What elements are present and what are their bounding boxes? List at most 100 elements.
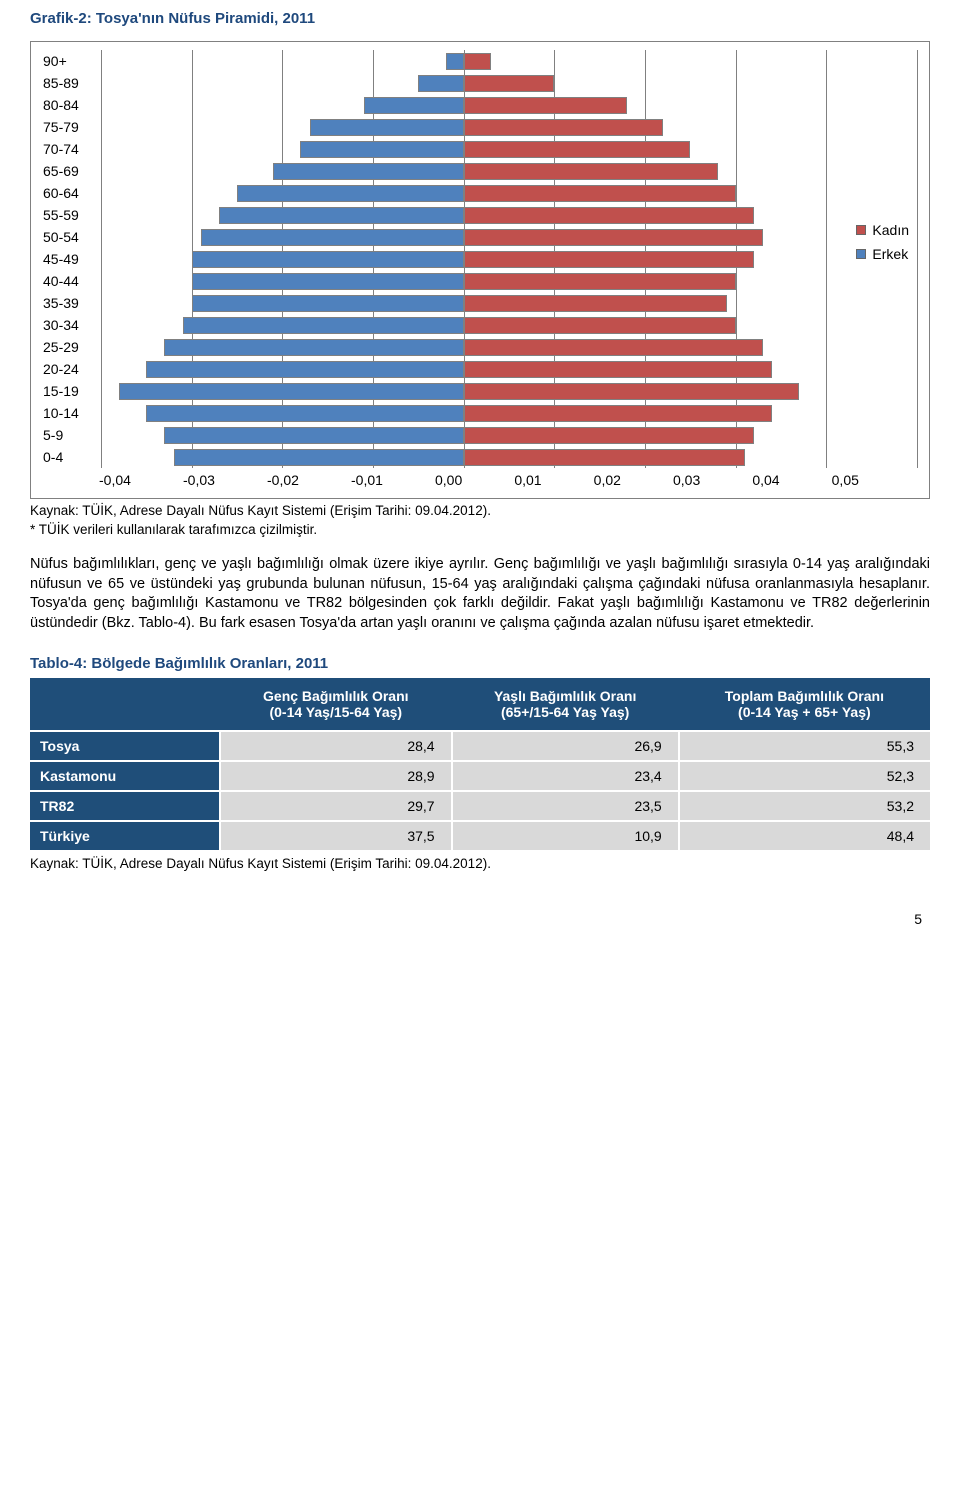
- bar-row: [101, 270, 917, 292]
- table-col-2: Yaşlı Bağımlılık Oranı(65+/15-64 Yaş Yaş…: [452, 678, 679, 731]
- male-bar: [273, 163, 463, 180]
- male-bar: [164, 339, 463, 356]
- table-row-label: Tosya: [30, 731, 220, 761]
- x-axis-label: 0,01: [514, 472, 541, 488]
- dependency-table: Genç Bağımlılık Oranı(0-14 Yaş/15-64 Yaş…: [30, 678, 930, 852]
- female-bar: [464, 53, 491, 70]
- bar-row: [101, 358, 917, 380]
- y-axis-label: 55-59: [43, 204, 91, 226]
- table-row: TR8229,723,553,2: [30, 791, 930, 821]
- bar-row: [101, 72, 917, 94]
- chart-source-note: * TÜİK verileri kullanılarak tarafımızca…: [30, 522, 930, 537]
- female-bar: [464, 75, 555, 92]
- table-source: Kaynak: TÜİK, Adrese Dayalı Nüfus Kayıt …: [30, 856, 930, 871]
- x-axis-label: -0,01: [351, 472, 383, 488]
- male-bar: [219, 207, 464, 224]
- male-bar: [418, 75, 463, 92]
- table-col-3: Toplam Bağımlılık Oranı(0-14 Yaş + 65+ Y…: [679, 678, 930, 731]
- male-bar: [237, 185, 464, 202]
- table-cell: 23,5: [452, 791, 679, 821]
- y-axis-label: 25-29: [43, 336, 91, 358]
- female-bar: [464, 207, 754, 224]
- bar-row: [101, 446, 917, 468]
- female-bar: [464, 251, 754, 268]
- table-title: Tablo-4: Bölgede Bağımlılık Oranları, 20…: [30, 655, 930, 672]
- x-axis-label: 0,05: [832, 472, 859, 488]
- y-axis-labels: 90+85-8980-8475-7970-7465-6960-6455-5950…: [43, 50, 101, 468]
- table-row: Kastamonu28,923,452,3: [30, 761, 930, 791]
- y-axis-label: 50-54: [43, 226, 91, 248]
- table-corner: [30, 678, 220, 731]
- female-bar: [464, 273, 736, 290]
- bar-row: [101, 248, 917, 270]
- male-bar: [192, 273, 464, 290]
- male-bar: [310, 119, 464, 136]
- table-row-label: Kastamonu: [30, 761, 220, 791]
- y-axis-label: 10-14: [43, 402, 91, 424]
- bar-row: [101, 160, 917, 182]
- male-bar: [146, 361, 463, 378]
- bar-row: [101, 314, 917, 336]
- y-axis-label: 80-84: [43, 94, 91, 116]
- y-axis-label: 60-64: [43, 182, 91, 204]
- y-axis-label: 45-49: [43, 248, 91, 270]
- page-number: 5: [30, 911, 930, 927]
- female-bar: [464, 97, 627, 114]
- female-bar: [464, 229, 763, 246]
- male-bar: [164, 427, 463, 444]
- x-axis-label: 0,02: [594, 472, 621, 488]
- female-bar: [464, 119, 663, 136]
- chart-source: Kaynak: TÜİK, Adrese Dayalı Nüfus Kayıt …: [30, 503, 930, 518]
- female-bar: [464, 141, 691, 158]
- bar-row: [101, 138, 917, 160]
- male-bar: [446, 53, 464, 70]
- y-axis-label: 0-4: [43, 446, 91, 468]
- body-paragraph: Nüfus bağımlılıkları, genç ve yaşlı bağı…: [30, 555, 930, 633]
- table-cell: 28,4: [220, 731, 452, 761]
- table-row-label: Türkiye: [30, 821, 220, 851]
- y-axis-label: 70-74: [43, 138, 91, 160]
- female-bar: [464, 185, 736, 202]
- table-cell: 26,9: [452, 731, 679, 761]
- y-axis-label: 5-9: [43, 424, 91, 446]
- table-cell: 29,7: [220, 791, 452, 821]
- table-row: Tosya28,426,955,3: [30, 731, 930, 761]
- female-bar: [464, 427, 754, 444]
- y-axis-label: 20-24: [43, 358, 91, 380]
- male-bar: [174, 449, 464, 466]
- female-bar: [464, 405, 772, 422]
- y-axis-label: 90+: [43, 50, 91, 72]
- male-bar: [300, 141, 463, 158]
- bar-row: [101, 336, 917, 358]
- male-bar: [364, 97, 464, 114]
- x-axis-label: -0,04: [99, 472, 131, 488]
- x-axis-label: 0,00: [435, 472, 462, 488]
- x-axis-labels: -0,04-0,03-0,02-0,010,000,010,020,030,04…: [31, 468, 929, 498]
- table-cell: 53,2: [679, 791, 930, 821]
- table-col-1: Genç Bağımlılık Oranı(0-14 Yaş/15-64 Yaş…: [220, 678, 452, 731]
- female-bar: [464, 317, 736, 334]
- bar-row: [101, 380, 917, 402]
- table-cell: 10,9: [452, 821, 679, 851]
- female-bar: [464, 163, 718, 180]
- male-bar: [192, 251, 464, 268]
- y-axis-label: 65-69: [43, 160, 91, 182]
- table-row: Türkiye37,510,948,4: [30, 821, 930, 851]
- bar-row: [101, 424, 917, 446]
- table-cell: 55,3: [679, 731, 930, 761]
- bar-row: [101, 226, 917, 248]
- table-cell: 52,3: [679, 761, 930, 791]
- bar-row: [101, 50, 917, 72]
- male-bar: [183, 317, 464, 334]
- x-axis-label: 0,04: [752, 472, 779, 488]
- y-axis-label: 40-44: [43, 270, 91, 292]
- y-axis-label: 15-19: [43, 380, 91, 402]
- bar-row: [101, 116, 917, 138]
- chart-bars-area: [101, 50, 917, 468]
- x-axis-label: -0,02: [267, 472, 299, 488]
- table-cell: 48,4: [679, 821, 930, 851]
- chart-title: Grafik-2: Tosya'nın Nüfus Piramidi, 2011: [30, 10, 930, 27]
- bar-row: [101, 204, 917, 226]
- x-axis-label: 0,03: [673, 472, 700, 488]
- population-pyramid-chart: Kadın Erkek 90+85-8980-8475-7970-7465-69…: [30, 41, 930, 499]
